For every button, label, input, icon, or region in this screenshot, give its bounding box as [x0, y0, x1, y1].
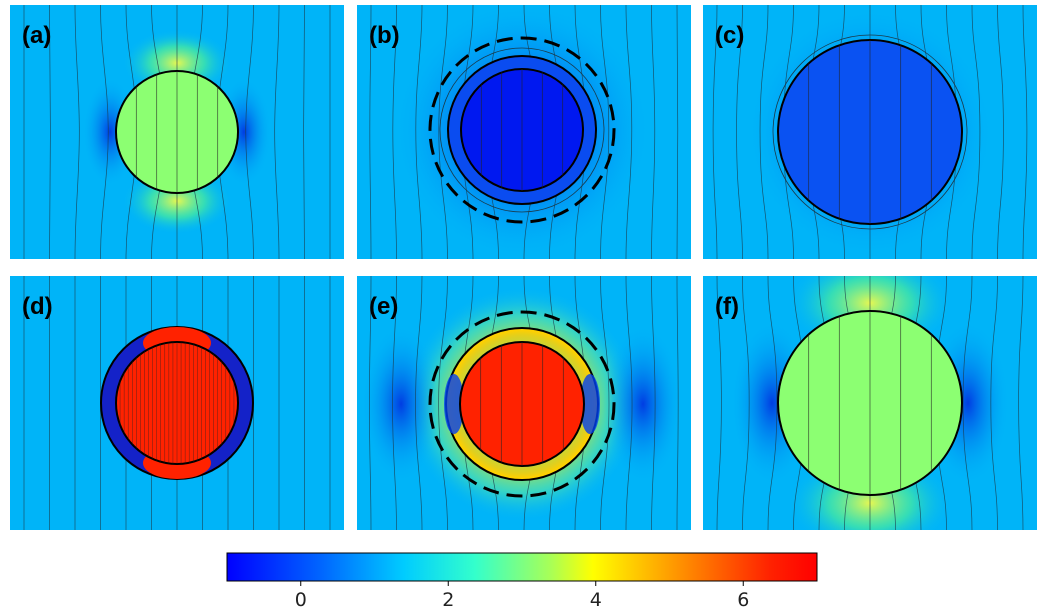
- field-line: [990, 276, 998, 530]
- field-line: [736, 5, 743, 259]
- field-line: [625, 5, 633, 259]
- colorbar-tick-label: 6: [737, 589, 749, 610]
- field-line: [1022, 5, 1028, 259]
- field-line: [100, 5, 109, 259]
- field-line: [274, 5, 280, 259]
- colorbar-gradient: [226, 552, 818, 582]
- field-line: [600, 5, 610, 259]
- panels-group: (a) (b) (c) (d) (e) (f): [10, 5, 1037, 530]
- thin-ring: [772, 34, 968, 230]
- field-line: [438, 5, 448, 259]
- field-coldspot-right: [603, 324, 683, 484]
- field-lines: [23, 5, 331, 259]
- field-line: [962, 276, 973, 530]
- panel-d: (d): [10, 276, 344, 530]
- field-line: [997, 5, 1004, 259]
- field-line: [1018, 276, 1024, 530]
- field-line: [74, 5, 80, 259]
- colorbar-tick-label: 2: [442, 589, 454, 610]
- field-line: [392, 276, 397, 530]
- field-line: [303, 5, 305, 259]
- field-line: [767, 276, 778, 530]
- field-line: [245, 5, 254, 259]
- shell-coldspot-right: [580, 374, 600, 434]
- field-line: [742, 276, 750, 530]
- core-field-lines: [119, 342, 235, 464]
- panel-label: (b): [369, 22, 400, 49]
- shell-coldspot-left: [444, 374, 464, 434]
- dashed-boundary: [428, 36, 616, 224]
- field-line: [625, 276, 633, 530]
- colorbar: 0 2 4 6: [226, 552, 818, 610]
- panel-b: (b): [357, 5, 691, 259]
- field-line: [971, 5, 981, 259]
- panel-label: (e): [369, 293, 398, 320]
- panel-c: (c): [703, 5, 1037, 259]
- core-field-lines: [480, 342, 564, 466]
- dashed-boundary: [428, 310, 616, 498]
- panel-e: (e): [357, 276, 691, 530]
- field-line: [369, 276, 372, 530]
- field-line: [716, 276, 722, 530]
- field-line: [759, 5, 769, 259]
- field-line: [651, 276, 656, 530]
- field-line: [438, 276, 448, 530]
- field-line: [676, 5, 679, 259]
- panel-label: (c): [715, 22, 744, 49]
- thin-ring: [439, 47, 605, 213]
- field-line: [392, 5, 397, 259]
- panel-label: (d): [22, 293, 53, 320]
- field-line: [712, 5, 718, 259]
- field-line: [415, 276, 423, 530]
- panel-label: (a): [22, 22, 51, 49]
- colorbar-tick-label: 4: [590, 589, 602, 610]
- field-line: [415, 5, 423, 259]
- field-line: [369, 5, 372, 259]
- field-line: [676, 276, 679, 530]
- panel-f: (f): [703, 276, 1037, 530]
- field-line: [49, 5, 51, 259]
- core-field-lines: [135, 71, 219, 193]
- colorbar-tick-label: 0: [295, 589, 307, 610]
- field-coldspot-left: [361, 324, 441, 484]
- field-line: [651, 5, 656, 259]
- core-field-lines: [808, 40, 932, 224]
- field-line: [600, 276, 610, 530]
- core-field-lines: [808, 311, 932, 495]
- panel-a: (a): [10, 5, 344, 259]
- panel-label: (f): [715, 293, 739, 320]
- core-field-lines: [480, 69, 564, 191]
